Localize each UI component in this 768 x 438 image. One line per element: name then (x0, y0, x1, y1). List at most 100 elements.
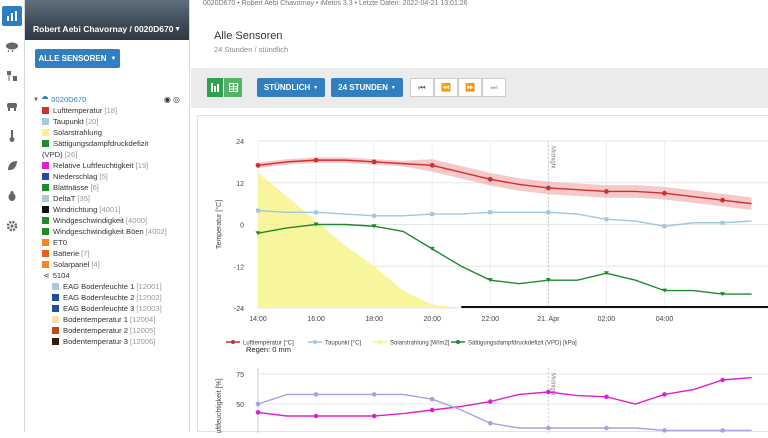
data-point (720, 220, 725, 225)
data-point (662, 190, 667, 196)
sensor-code: [12004] (130, 315, 156, 324)
x-tick-label: 20:00 (423, 316, 441, 323)
sensor-label: Blattnässe (53, 183, 89, 192)
page-title: Alle Sensoren (214, 30, 283, 42)
sensor-item[interactable]: (VPD) [26] (25, 149, 189, 160)
group-node[interactable]: ⋖ 5104 (25, 270, 189, 281)
sensor-item[interactable]: Windgeschwindigkeit [4000] (25, 215, 189, 226)
color-swatch (42, 228, 49, 235)
sensor-item[interactable]: Bodentemperatur 3 [12006] (25, 336, 189, 347)
station-banner[interactable]: Robert Aebi Chavornay / 0020D670 ▼ (25, 0, 189, 40)
series-line (257, 393, 752, 432)
next-button[interactable]: ⏩ (458, 78, 482, 97)
sensor-item[interactable]: Lufttemperatur [18] (25, 105, 189, 116)
sensor-item[interactable]: Windgeschwindigkeit Böen [4002] (25, 226, 189, 237)
chevron-down-icon[interactable]: ▼ (174, 26, 181, 33)
sensor-label: Taupunkt (53, 117, 84, 126)
data-point (372, 213, 377, 218)
sensor-item[interactable]: Solarpanel [4] (25, 259, 189, 270)
data-point (661, 288, 667, 293)
legend-label: Lufttemperatur [°C] (243, 341, 294, 347)
caret-down-icon: ▼ (390, 84, 396, 91)
sensor-item[interactable]: EAG Bodenfeuchte 2 [12002] (25, 292, 189, 303)
data-point (256, 208, 260, 213)
period-dropdown[interactable]: 24 STUNDEN ▼ (331, 78, 403, 97)
data-point (604, 394, 609, 400)
color-swatch (42, 239, 49, 246)
legend-label: Taupunkt [°C] (325, 341, 361, 347)
chart-view-button[interactable] (207, 78, 223, 97)
weather-icon[interactable] (2, 36, 22, 56)
solar-area (258, 172, 752, 308)
sensor-code: [35] (77, 194, 91, 203)
caret-down-icon: ▼ (110, 55, 117, 62)
sensor-label: Windgeschwindigkeit Böen (53, 227, 144, 236)
all-sensors-button[interactable]: ALLE SENSOREN ▼ (35, 49, 120, 68)
y-axis-label: Luftfeuchtigkeit [%] (216, 378, 223, 433)
data-point (313, 222, 319, 227)
y-tick-label: -24 (234, 306, 244, 313)
data-point (255, 231, 261, 236)
sensor-label: Niederschlag (53, 172, 98, 181)
bug-icon[interactable] (2, 186, 22, 206)
rain-label: Regen: 0 mm (246, 345, 291, 354)
sensor-item[interactable]: ET0 (25, 237, 189, 248)
leaf-icon[interactable] (2, 156, 22, 176)
sensor-code: [12002] (136, 293, 162, 302)
color-swatch (42, 173, 49, 180)
sensor-label: Solarpanel (53, 260, 90, 269)
sensor-item[interactable]: DeltaT [35] (25, 193, 189, 204)
data-point (255, 401, 261, 407)
sensor-item[interactable]: EAG Bodenfeuchte 1 [12001] (25, 281, 189, 292)
sensor-item[interactable]: Batterie [7] (25, 248, 189, 259)
sensor-code: [12003] (136, 304, 162, 313)
table-view-button[interactable] (224, 78, 242, 97)
visibility-icon[interactable]: ◉ ◎ (163, 95, 180, 104)
station-icon[interactable] (2, 66, 22, 86)
y-tick-label: 0 (240, 223, 244, 230)
sensor-label: (VPD) (42, 150, 63, 159)
legend-label: Sättigungsdampfdruckdefizit (VPD) [kPa] (468, 341, 577, 347)
thermometer-icon[interactable] (2, 126, 22, 146)
resolution-dropdown[interactable]: STÜNDLICH ▼ (257, 78, 325, 97)
sensor-item[interactable]: Windrichtung [4001] (25, 204, 189, 215)
x-tick-label: 04:00 (656, 316, 674, 323)
sensor-item[interactable]: Taupunkt [20] (25, 116, 189, 127)
color-swatch (52, 294, 59, 301)
legend-marker (456, 340, 460, 344)
chart-icon[interactable] (2, 6, 22, 26)
sensor-code: [6] (90, 183, 99, 192)
prev-button[interactable]: ⏪ (434, 78, 458, 97)
station-id: 0020D670 (51, 95, 87, 104)
animal-icon[interactable] (2, 96, 22, 116)
collapse-icon[interactable]: ▼ (33, 96, 39, 103)
sensor-item[interactable]: Bodentemperatur 2 [12005] (25, 325, 189, 336)
y-tick-label: 12 (236, 181, 244, 188)
sensor-item[interactable]: Bodentemperatur 1 [12004] (25, 314, 189, 325)
station-node[interactable]: ▼ ⯊ 0020D670 ◉ ◎ (25, 94, 189, 105)
sensor-item[interactable]: Solarstrahlung (25, 127, 189, 138)
sensor-item[interactable]: Sättigungsdampfdruckdefizit (25, 138, 189, 149)
sensor-item[interactable]: EAG Bodenfeuchte 3 [12003] (25, 303, 189, 314)
sensor-label: DeltaT (53, 194, 76, 203)
sensor-label: EAG Bodenfeuchte 3 (63, 304, 135, 313)
sensor-label: Relative Luftfeuchtigkeit (53, 161, 134, 170)
first-page-button[interactable]: ⏮ (410, 78, 434, 97)
data-point (255, 162, 261, 168)
data-point (430, 212, 435, 217)
sensor-item[interactable]: Relative Luftfeuchtigkeit [19] (25, 160, 189, 171)
sensor-item[interactable]: Blattnässe [6] (25, 182, 189, 193)
sensor-code: [12005] (130, 326, 156, 335)
gear-icon[interactable] (2, 216, 22, 236)
sensor-code: [7] (81, 249, 90, 258)
data-point (313, 413, 319, 419)
data-point (604, 189, 609, 194)
chart-panel: 24 12 0 -12 -24 14:00 16:00 18:00 20:00 22:00 21. … (197, 115, 768, 438)
sensor-item[interactable]: Niederschlag [5] (25, 171, 189, 182)
data-point (313, 157, 319, 163)
temp-range-band (258, 157, 752, 210)
last-page-button[interactable]: ⏭ (482, 78, 506, 97)
series-line (257, 159, 752, 205)
skip-forward-icon: ⏭ (490, 82, 498, 92)
sensor-label: Solarstrahlung (53, 128, 102, 137)
